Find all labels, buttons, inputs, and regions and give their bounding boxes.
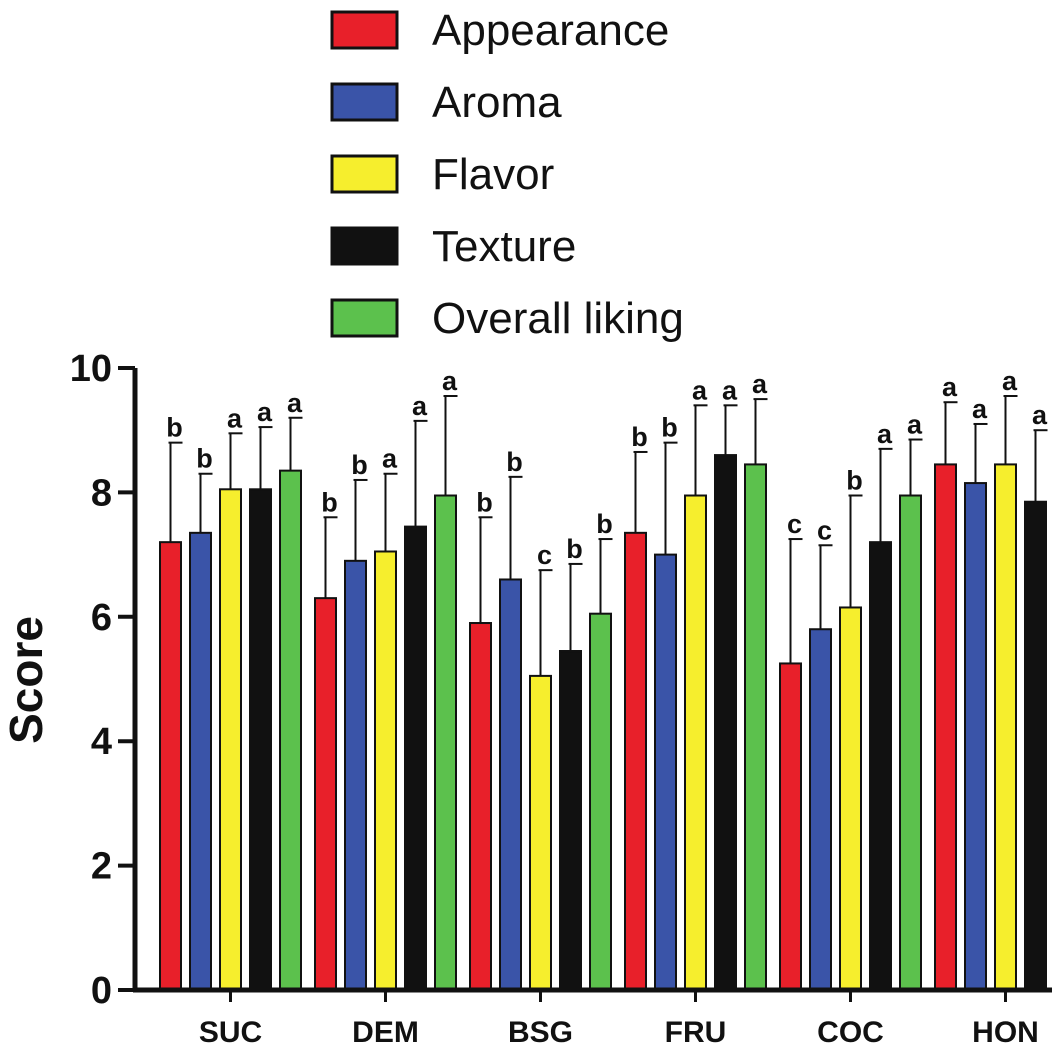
significance-letter: b	[476, 487, 493, 517]
legend-swatch-appearance	[330, 10, 399, 50]
bar-coc-flavor	[839, 606, 862, 991]
significance-letter: b	[596, 509, 613, 539]
legend-label: Overall liking	[432, 294, 684, 343]
bar-dem-appearance	[314, 597, 337, 991]
axes	[132, 368, 1052, 993]
bar-fru-flavor	[684, 494, 707, 991]
significance-letter: a	[1002, 366, 1018, 396]
legend: Appearance Aroma Flavor Texture Overall liki…	[330, 6, 684, 343]
x-category-label: SUC	[199, 1016, 262, 1049]
x-category-label: FRU	[665, 1016, 727, 1049]
bar-hon-texture	[1024, 500, 1047, 991]
bar-fru-overall-liking	[744, 463, 767, 992]
significance-letter: b	[661, 413, 678, 443]
significance-letter: a	[972, 394, 988, 424]
bar-coc-appearance	[779, 662, 802, 991]
significance-letter: a	[722, 375, 738, 405]
significance-letter: a	[382, 444, 398, 474]
bar-bsg-appearance	[469, 622, 492, 992]
significance-letter: b	[321, 487, 338, 517]
bar-coc-overall-liking	[899, 494, 922, 991]
bar-hon-aroma	[964, 482, 987, 991]
significance-letter: a	[1032, 400, 1048, 430]
legend-label: Aroma	[432, 78, 562, 127]
significance-letter: b	[166, 413, 183, 443]
legend-label: Texture	[432, 222, 576, 271]
bar-hon-appearance	[934, 463, 957, 992]
significance-letter: a	[412, 391, 428, 421]
significance-letter: b	[506, 447, 523, 477]
significance-letter: a	[287, 388, 303, 418]
bar-hon-flavor	[994, 463, 1017, 992]
significance-letter: b	[846, 466, 863, 496]
bar-coc-aroma	[809, 628, 832, 991]
significance-letter: a	[752, 369, 768, 399]
bar-suc-overall-liking	[279, 469, 302, 991]
significance-letter: b	[351, 450, 368, 480]
bar-fru-texture	[714, 454, 737, 991]
significance-letter: c	[787, 509, 802, 539]
x-category-label: HON	[972, 1016, 1039, 1049]
y-tick-label: 0	[91, 970, 112, 1012]
bar-fru-aroma	[654, 553, 677, 991]
significance-letter: a	[942, 372, 958, 402]
legend-label: Appearance	[432, 6, 669, 55]
significance-letter: a	[877, 419, 893, 449]
significance-letters: bbaaabbaaabbcbbbbaaaccbaaaaaaa	[166, 366, 1048, 570]
significance-letter: b	[196, 444, 213, 474]
bar-coc-texture	[869, 541, 892, 991]
error-bars	[168, 394, 1048, 676]
significance-letter: c	[537, 540, 552, 570]
significance-letter: b	[631, 422, 648, 452]
x-category-labels: SUC DEM BSG FRU COC HON	[199, 990, 1039, 1049]
legend-label: Flavor	[432, 150, 554, 199]
legend-swatch-aroma	[330, 82, 399, 122]
y-tick-label: 6	[91, 597, 112, 639]
bar-suc-flavor	[219, 488, 242, 991]
x-category-label: DEM	[352, 1016, 419, 1049]
legend-swatch-overall-liking	[330, 298, 399, 338]
significance-letter: a	[907, 410, 923, 440]
x-category-label: BSG	[508, 1016, 573, 1049]
significance-letter: c	[817, 515, 832, 545]
bar-dem-texture	[404, 525, 427, 991]
x-category-label: COC	[817, 1016, 884, 1049]
y-tick-label: 4	[91, 721, 112, 763]
y-tick-label: 8	[91, 472, 112, 514]
bar-suc-aroma	[189, 531, 212, 992]
bar-dem-flavor	[374, 550, 397, 991]
bar-bsg-aroma	[499, 578, 522, 991]
significance-letter: a	[227, 403, 243, 433]
bar-bsg-texture	[559, 650, 582, 991]
bar-bsg-overall-liking	[589, 612, 612, 991]
bar-bsg-flavor	[529, 674, 552, 991]
bar-dem-aroma	[344, 559, 367, 991]
bar-suc-appearance	[159, 541, 182, 991]
significance-letter: b	[566, 534, 583, 564]
bar-dem-overall-liking	[434, 494, 457, 991]
y-axis-title: Score	[0, 616, 52, 744]
legend-swatch-flavor	[330, 154, 399, 194]
significance-letter: a	[257, 397, 273, 427]
significance-letter: a	[692, 375, 708, 405]
legend-swatch-texture	[330, 226, 399, 266]
y-ticks: 0 2 4 6 8 10	[70, 348, 135, 1012]
significance-letter: a	[442, 366, 458, 396]
bar-fru-appearance	[624, 531, 647, 992]
y-tick-label: 10	[70, 348, 112, 390]
bar-suc-texture	[249, 488, 272, 991]
y-tick-label: 2	[91, 846, 112, 888]
